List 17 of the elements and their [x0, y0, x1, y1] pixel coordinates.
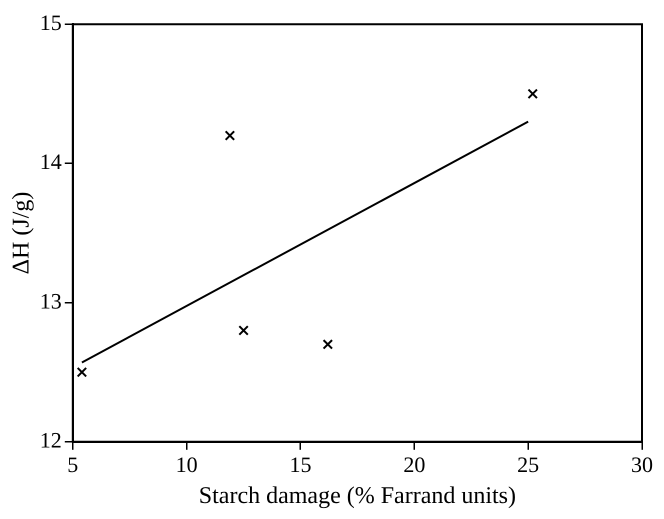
- y-tick-label: 13: [40, 288, 62, 314]
- point: [527, 88, 538, 100]
- x-tick-label: 15: [289, 452, 312, 477]
- y-tick-label: 12: [40, 428, 62, 453]
- x-tick-label: 5: [67, 452, 78, 477]
- point: [322, 339, 334, 350]
- x-tick-label: 30: [631, 452, 653, 477]
- x-axis-title: Starch damage (% Farrand units): [198, 482, 516, 509]
- x-tick-label: 25: [517, 452, 540, 477]
- point: [224, 130, 236, 141]
- y-tick-label: 15: [40, 10, 62, 35]
- point: [76, 366, 88, 378]
- y-axis-title: ΔH (J/g): [8, 192, 35, 274]
- x-tick-label: 10: [176, 452, 198, 477]
- point: [238, 325, 249, 336]
- y-tick-label: 14: [40, 149, 62, 174]
- x-tick-label: 20: [403, 452, 426, 477]
